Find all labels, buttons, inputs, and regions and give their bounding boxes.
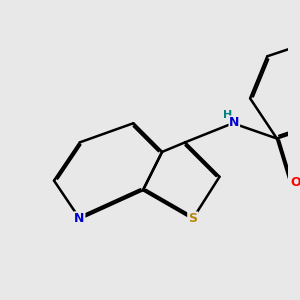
Text: O: O [290,176,300,189]
Text: N: N [229,116,239,129]
Text: S: S [188,212,197,225]
Text: N: N [74,212,84,225]
Text: H: H [223,110,232,120]
